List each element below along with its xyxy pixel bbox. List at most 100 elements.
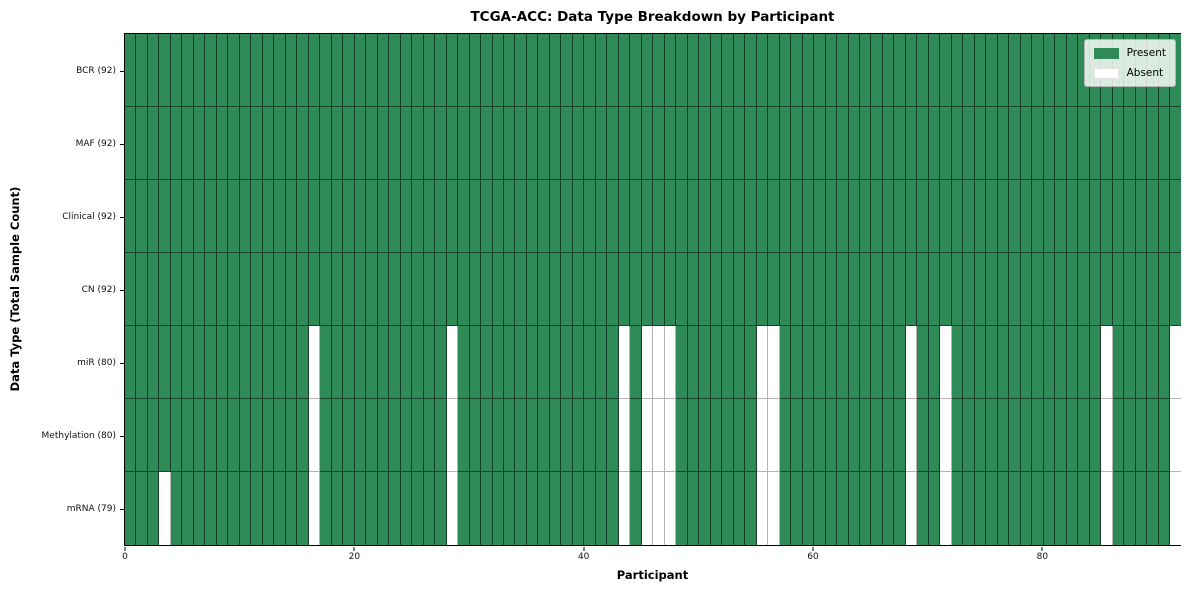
y-tick-label: MAF (92) — [75, 138, 116, 149]
heatmap-cell — [1043, 253, 1056, 326]
heatmap-cell — [561, 34, 573, 107]
heatmap-cell — [1124, 399, 1136, 472]
heatmap-cell — [205, 326, 217, 399]
heatmap-cell — [538, 472, 550, 545]
heatmap-cell — [825, 107, 838, 180]
heatmap-cell — [526, 180, 539, 253]
heatmap-row — [125, 472, 1181, 545]
heatmap-cell — [400, 107, 413, 180]
heatmap-cell — [1043, 107, 1056, 180]
heatmap-cell — [814, 326, 826, 399]
heatmap-cell — [699, 399, 711, 472]
heatmap-cell — [262, 326, 275, 399]
legend: Present Absent — [1083, 39, 1176, 87]
heatmap-cell — [710, 472, 723, 545]
heatmap-cell — [320, 253, 332, 326]
heatmap-cell — [951, 107, 964, 180]
heatmap-cell — [940, 399, 952, 472]
heatmap-cell — [1020, 34, 1033, 107]
heatmap-cell — [366, 253, 378, 326]
heatmap-cell — [905, 326, 918, 399]
heatmap-cell — [618, 253, 631, 326]
heatmap-cell — [871, 253, 883, 326]
heatmap-cell — [837, 180, 849, 253]
heatmap-cell — [756, 472, 769, 545]
heatmap-cell — [802, 253, 815, 326]
heatmap-cell — [882, 180, 895, 253]
heatmap-cell — [389, 326, 401, 399]
heatmap-cell — [538, 107, 550, 180]
heatmap-cell — [1158, 472, 1171, 545]
heatmap-cell — [228, 399, 240, 472]
heatmap-cell — [837, 399, 849, 472]
heatmap-cell — [446, 472, 459, 545]
heatmap-cell — [1147, 326, 1159, 399]
heatmap-cell — [653, 107, 665, 180]
heatmap-cell — [664, 326, 677, 399]
heatmap-cell — [572, 180, 585, 253]
heatmap-cell — [125, 34, 137, 107]
heatmap-cell — [974, 399, 987, 472]
heatmap-cell — [1043, 399, 1056, 472]
heatmap-cell — [825, 253, 838, 326]
heatmap-cell — [756, 107, 769, 180]
heatmap-cell — [951, 472, 964, 545]
heatmap-cell — [136, 107, 148, 180]
heatmap-cell — [1078, 472, 1090, 545]
heatmap-cell — [963, 472, 975, 545]
heatmap-cell — [802, 180, 815, 253]
heatmap-cell — [1066, 326, 1079, 399]
heatmap-cell — [389, 107, 401, 180]
heatmap-cell — [1032, 34, 1044, 107]
heatmap-cell — [710, 107, 723, 180]
heatmap-cell — [366, 180, 378, 253]
heatmap-cell — [733, 253, 746, 326]
heatmap-cell — [722, 107, 734, 180]
heatmap-cell — [481, 107, 493, 180]
heatmap-cell — [159, 253, 171, 326]
heatmap-cell — [125, 472, 137, 545]
heatmap-cell — [1147, 253, 1159, 326]
heatmap-cell — [1043, 326, 1056, 399]
heatmap-cell — [618, 399, 631, 472]
heatmap-cell — [239, 107, 252, 180]
heatmap-cell — [481, 399, 493, 472]
heatmap-cell — [664, 34, 677, 107]
heatmap-cell — [331, 472, 344, 545]
heatmap-cell — [400, 326, 413, 399]
heatmap-cell — [1112, 107, 1125, 180]
heatmap-cell — [412, 34, 424, 107]
heatmap-cell — [412, 472, 424, 545]
heatmap-cell — [469, 472, 482, 545]
heatmap-cell — [641, 472, 654, 545]
y-tick-mark — [119, 362, 124, 364]
heatmap-cell — [423, 253, 436, 326]
heatmap-cell — [458, 326, 470, 399]
heatmap-cell — [860, 253, 872, 326]
heatmap-cell — [997, 472, 1010, 545]
heatmap-cell — [125, 107, 137, 180]
heatmap-cell — [1055, 34, 1067, 107]
legend-entry-present: Present — [1093, 47, 1166, 59]
heatmap-cell — [354, 472, 367, 545]
heatmap-row — [125, 326, 1181, 399]
heatmap-cell — [366, 34, 378, 107]
heatmap-cell — [481, 180, 493, 253]
chart-title: TCGA-ACC: Data Type Breakdown by Partici… — [470, 9, 835, 25]
heatmap-cell — [653, 399, 665, 472]
heatmap-cell — [986, 472, 998, 545]
heatmap-cell — [239, 472, 252, 545]
heatmap-cell — [297, 399, 309, 472]
heatmap-cell — [1170, 399, 1181, 472]
heatmap-cell — [1043, 34, 1056, 107]
y-tick-mark — [119, 70, 124, 72]
heatmap-cell — [687, 472, 700, 545]
heatmap-cell — [1032, 107, 1044, 180]
heatmap-cell — [1009, 399, 1021, 472]
heatmap-cell — [664, 253, 677, 326]
heatmap-cell — [1078, 253, 1090, 326]
heatmap-cell — [228, 253, 240, 326]
heatmap-cell — [1101, 180, 1113, 253]
heatmap-cell — [412, 326, 424, 399]
heatmap-cell — [526, 34, 539, 107]
